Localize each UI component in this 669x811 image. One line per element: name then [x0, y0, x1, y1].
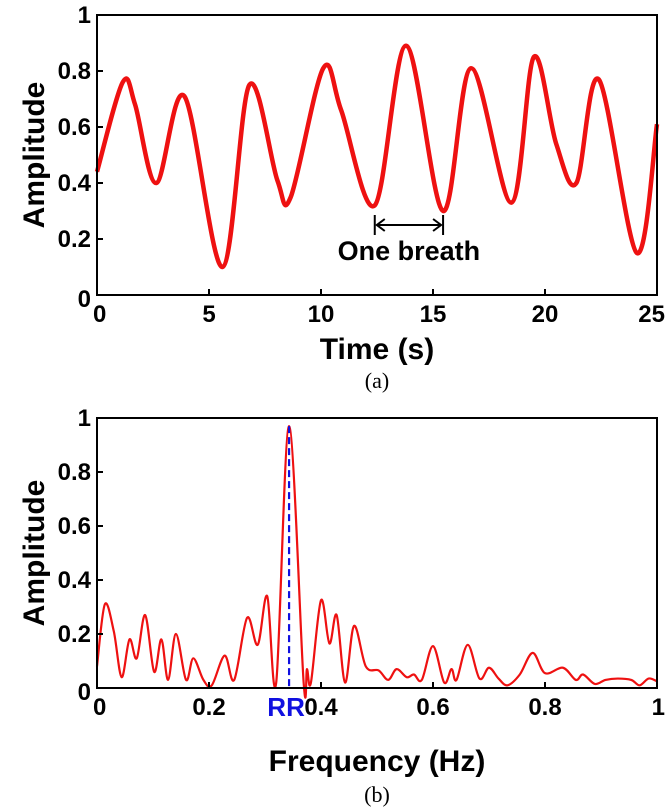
rr-marker-label: RR [267, 692, 305, 722]
x-tick-label: 25 [638, 301, 665, 328]
x-tick-label: 15 [420, 301, 447, 328]
x-tick-label: 1 [652, 694, 665, 721]
x-tick-label: 5 [202, 301, 215, 328]
y-tick-label: 0.2 [58, 621, 91, 648]
panel-caption: (a) [365, 368, 389, 393]
arrow-right-icon [432, 218, 443, 232]
x-tick-label: 0.8 [528, 694, 561, 721]
x-tick-label: 0.4 [304, 694, 338, 721]
x-tick-label: 0.2 [192, 694, 225, 721]
y-tick-label: 0 [78, 679, 91, 706]
x-tick-label: 20 [532, 301, 559, 328]
y-tick-label: 1 [78, 2, 91, 29]
y-tick-label: 0.8 [58, 58, 91, 85]
x-axis-label: Time (s) [320, 333, 434, 366]
y-axis-label: Amplitude [18, 480, 51, 627]
x-tick-label: 10 [308, 301, 335, 328]
y-tick-label: 0.4 [58, 567, 92, 594]
x-tick-label: 0.6 [416, 694, 449, 721]
y-tick-label: 0.6 [58, 114, 91, 141]
plot-frame [96, 417, 658, 689]
series-line-a [94, 43, 660, 270]
y-tick-label: 0.4 [58, 170, 92, 197]
panel-caption: (b) [364, 782, 390, 807]
x-axis-label: Frequency (Hz) [269, 745, 486, 778]
series-line-b [95, 425, 658, 699]
annotation-label: One breath [338, 236, 481, 266]
y-axis-label: Amplitude [18, 82, 51, 229]
y-tick-label: 0 [78, 286, 91, 313]
plot-frame [96, 14, 658, 296]
y-tick-label: 1 [78, 405, 91, 432]
y-tick-label: 0.6 [58, 513, 91, 540]
x-tick-label: 0 [93, 694, 106, 721]
arrow-left-icon [375, 218, 386, 232]
y-tick-label: 0.8 [58, 459, 91, 486]
chart-panel-b: 0 0.2 0.4 0.6 0.8 1 0 0.2 0.4 0.6 0.8 1 Frequency (H… [18, 405, 665, 807]
y-tick-label: 0.2 [58, 226, 91, 253]
x-tick-label: 0 [93, 301, 106, 328]
